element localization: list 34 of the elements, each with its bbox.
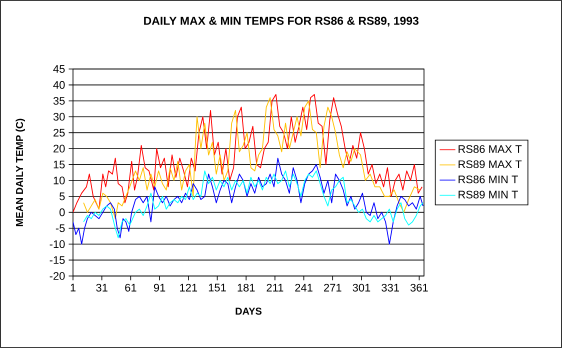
- y-tick-label: 10: [54, 176, 65, 184]
- y-tick-label: 45: [53, 65, 65, 73]
- y-tick-label: 20: [54, 144, 65, 153]
- y-axis-title: MEAN DAILY TEMP (C): [16, 118, 26, 226]
- x-tick-label: 301: [352, 284, 370, 292]
- y-tick-label: 30: [53, 112, 65, 121]
- y-tick-label: 0: [60, 208, 65, 216]
- x-tick-label: 61: [125, 284, 136, 292]
- y-tick-label: -5: [56, 224, 65, 232]
- y-tick-label: -20: [50, 272, 65, 280]
- x-tick-label: 181: [238, 284, 255, 292]
- y-tick-label: -10: [50, 240, 65, 248]
- x-tick-label: 91: [154, 284, 166, 292]
- x-tick-label: 361: [410, 284, 428, 292]
- x-tick-label: 211: [266, 284, 284, 292]
- legend-label: RS86 MIN T: [458, 176, 518, 184]
- x-tick-label: 241: [295, 284, 312, 292]
- y-tick-label: 25: [54, 128, 65, 137]
- x-tick-label: 331: [382, 284, 399, 292]
- x-tick-label: 1: [70, 284, 76, 292]
- y-tick-label: 40: [53, 81, 65, 89]
- y-tick-label: 35: [53, 96, 65, 105]
- y-tick-label: 15: [54, 160, 65, 168]
- y-tick-label: -15: [50, 256, 65, 264]
- x-axis-title: DAYS: [236, 308, 262, 315]
- x-tick-label: 151: [208, 284, 226, 292]
- chart-title: DAILY MAX & MIN TEMPS FOR RS86 & RS89, 1993: [144, 16, 419, 27]
- legend-label: RS89 MAX T: [458, 160, 522, 168]
- legend-label: RS86 MAX T: [458, 145, 522, 153]
- x-tick-label: 271: [324, 284, 342, 292]
- y-tick-label: 5: [60, 192, 65, 200]
- legend-label: RS89 MIN T: [458, 190, 518, 198]
- x-tick-label: 121: [180, 284, 198, 292]
- x-tick-label: 31: [96, 284, 108, 292]
